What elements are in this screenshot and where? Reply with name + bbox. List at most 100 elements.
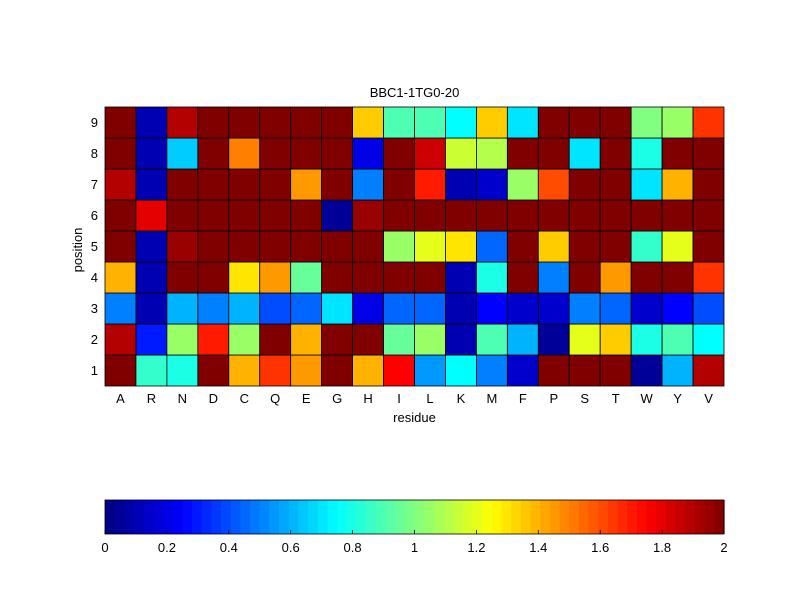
heatmap-cell [135, 199, 168, 232]
heatmap-cell [259, 137, 292, 170]
heatmap-cell [568, 292, 601, 325]
heatmap-cell [692, 323, 725, 356]
heatmap-cell [197, 261, 230, 294]
heatmap-cell [290, 168, 323, 201]
y-tick-label: 5 [91, 239, 98, 254]
heatmap-cell [321, 292, 353, 325]
x-tick-label: F [519, 391, 527, 406]
colorbar-segment [501, 500, 512, 534]
x-tick-label: P [549, 391, 558, 406]
heatmap-cell [475, 230, 508, 263]
heatmap-cell [352, 106, 384, 139]
heatmap-cell [568, 261, 601, 294]
heatmap-cell [290, 261, 323, 294]
colorbar-segment [375, 500, 387, 534]
heatmap-cell [352, 261, 384, 294]
heatmap-cell [135, 323, 168, 356]
heatmap-cell [692, 261, 725, 294]
heatmap-cell [259, 261, 292, 294]
heatmap-cell [445, 292, 477, 325]
colorbar-segment [627, 500, 638, 534]
heatmap-cell [661, 354, 694, 387]
colorbar-segment [240, 500, 251, 534]
heatmap-cell [475, 199, 508, 232]
heatmap-cell [692, 168, 725, 201]
heatmap-cell [290, 106, 323, 139]
colorbar-segment [675, 500, 686, 534]
heatmap-cell [568, 323, 601, 356]
heatmap-cell [290, 137, 323, 170]
heatmap-cell [383, 168, 415, 201]
heatmap-cell [506, 230, 539, 263]
heatmap-cell [692, 199, 725, 232]
heatmap-cell [692, 106, 725, 139]
colorbar-segment [433, 500, 445, 534]
x-tick-label: Q [270, 391, 280, 406]
heatmap-cell [104, 106, 137, 139]
heatmap-cell [166, 137, 199, 170]
heatmap-cell [537, 261, 570, 294]
colorbar-segment [211, 500, 222, 534]
colorbar-segment [356, 500, 367, 534]
heatmap-cell [506, 261, 539, 294]
heatmap-cell [692, 292, 725, 325]
heatmap-cell [104, 261, 137, 294]
x-tick-label: Y [673, 391, 682, 406]
colorbar-segment [511, 500, 522, 534]
heatmap-cell [661, 292, 694, 325]
heatmap-cell [259, 323, 292, 356]
heatmap-cell [537, 137, 570, 170]
heatmap-cell [445, 230, 477, 263]
heatmap-cell [630, 292, 663, 325]
colorbar-segment [414, 500, 425, 534]
heatmap-cell [475, 323, 508, 356]
heatmap-cell [135, 230, 168, 263]
colorbar-tick-label: 0.8 [344, 540, 362, 555]
colorbar-segment [559, 500, 570, 534]
colorbar-segment [279, 500, 290, 534]
heatmap-cell [506, 354, 539, 387]
heatmap-cell [259, 168, 292, 201]
heatmap-cell [630, 323, 663, 356]
colorbar-tick-label: 1 [411, 540, 418, 555]
heatmap-cell [104, 168, 137, 201]
heatmap-cell [228, 323, 261, 356]
heatmap-cell [352, 292, 384, 325]
heatmap-cell [537, 106, 570, 139]
colorbar-segment [714, 500, 725, 534]
heatmap-cell [506, 137, 539, 170]
heatmap-cell [104, 199, 137, 232]
heatmap-cell [599, 168, 632, 201]
heatmap-cell [228, 261, 261, 294]
heatmap-cell [692, 354, 725, 387]
heatmap-cell [259, 354, 292, 387]
heatmap-cell [475, 137, 508, 170]
heatmap-cell [321, 354, 353, 387]
heatmap-cell [445, 261, 477, 294]
heatmap-cell [630, 230, 663, 263]
heatmap-cell [135, 168, 168, 201]
colorbar-segment [443, 500, 454, 534]
colorbar-segment [308, 500, 319, 534]
heatmap-cell [166, 354, 199, 387]
heatmap-cell [568, 137, 601, 170]
heatmap-cell [104, 292, 137, 325]
heatmap-cell [414, 261, 446, 294]
heatmap-cell [197, 354, 230, 387]
x-tick-label: A [116, 391, 125, 406]
chart-title: BBC1-1TG0-20 [370, 85, 460, 100]
heatmap-cell [197, 292, 230, 325]
heatmap-cell [630, 137, 663, 170]
colorbar-tick-label: 0.4 [220, 540, 238, 555]
colorbar-segment [540, 500, 551, 534]
heatmap-cell [537, 354, 570, 387]
colorbar-segment [482, 500, 493, 534]
heatmap-cell [259, 106, 292, 139]
heatmap-cell [197, 199, 230, 232]
heatmap-cell [599, 106, 632, 139]
heatmap-cell [506, 199, 539, 232]
colorbar-segment [472, 500, 483, 534]
heatmap-cell [599, 230, 632, 263]
colorbar-segment [453, 500, 464, 534]
y-axis-label: position [70, 228, 85, 273]
